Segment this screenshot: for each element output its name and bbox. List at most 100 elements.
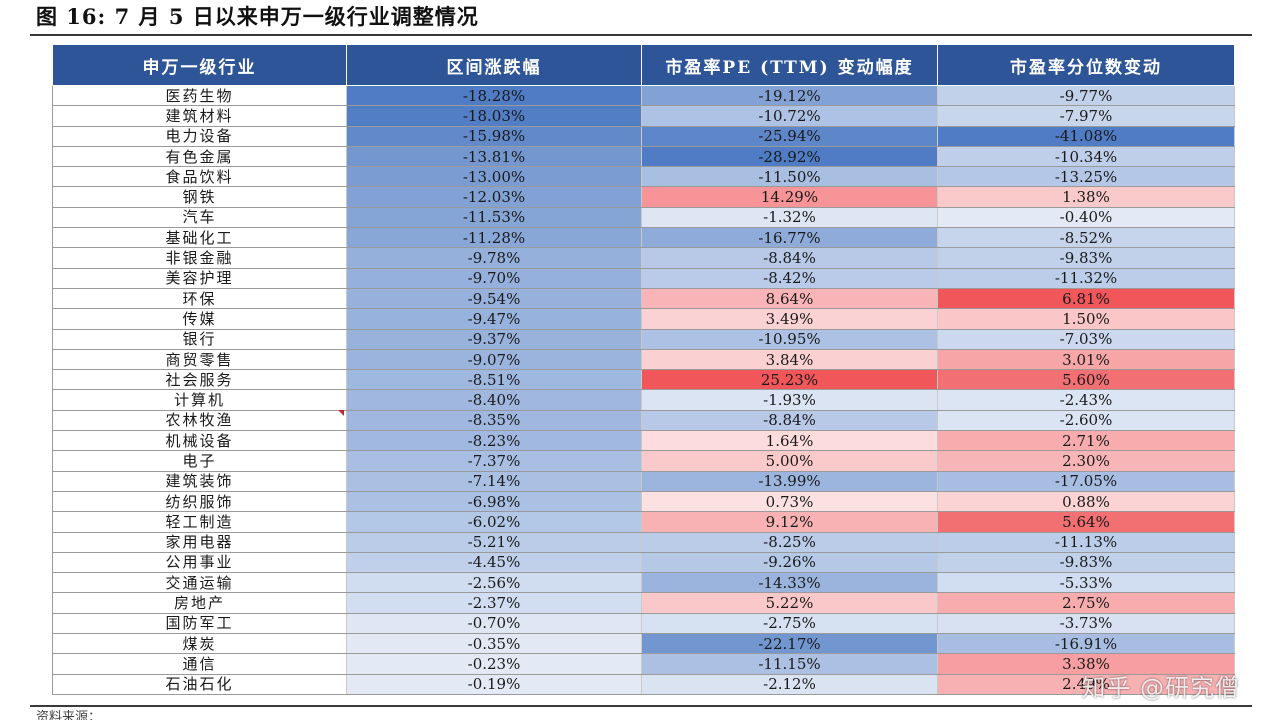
- pe-percentile-cell: 2.49%: [937, 674, 1235, 695]
- pe-change-cell: -1.93%: [641, 389, 938, 411]
- pe-change-cell: -16.77%: [641, 227, 938, 249]
- industry-cell: 房地产: [52, 592, 347, 614]
- industry-cell: 机械设备: [52, 430, 347, 452]
- pe-change-cell: -2.12%: [641, 674, 938, 695]
- pe-percentile-cell: 1.38%: [937, 186, 1235, 208]
- industry-cell: 公用事业: [52, 552, 347, 574]
- pe-percentile-cell: 2.30%: [937, 450, 1235, 472]
- range-change-cell: -7.14%: [346, 471, 642, 492]
- pe-percentile-cell: -7.03%: [937, 329, 1235, 350]
- header-pe-percentile-change: 市盈率分位数变动: [937, 44, 1235, 86]
- pe-change-cell: -25.94%: [641, 126, 938, 147]
- pe-percentile-cell: 3.01%: [937, 349, 1235, 371]
- pe-change-cell: -22.17%: [641, 633, 938, 655]
- pe-percentile-cell: -8.52%: [937, 227, 1235, 249]
- range-change-cell: -9.54%: [346, 288, 642, 310]
- table-row: 计算机 -8.40% -1.93% -2.43%: [52, 389, 1235, 411]
- pe-percentile-cell: -11.32%: [937, 268, 1235, 289]
- pe-percentile-cell: -2.60%: [937, 410, 1235, 432]
- range-change-cell: -11.28%: [346, 227, 642, 249]
- pe-change-cell: -13.99%: [641, 471, 938, 492]
- range-change-cell: -11.53%: [346, 207, 642, 229]
- pe-change-cell: 25.23%: [641, 369, 938, 391]
- range-change-cell: -0.70%: [346, 613, 642, 635]
- industry-cell: 建筑材料: [52, 105, 347, 127]
- title-divider: [30, 34, 1252, 36]
- pe-change-cell: -8.84%: [641, 410, 938, 432]
- industry-cell: 建筑装饰: [52, 471, 347, 492]
- table-row: 建筑材料 -18.03% -10.72% -7.97%: [52, 105, 1235, 127]
- pe-change-cell: -8.84%: [641, 247, 938, 269]
- pe-change-cell: 14.29%: [641, 186, 938, 208]
- range-change-cell: -8.35%: [346, 410, 642, 432]
- table-row: 银行 -9.37% -10.95% -7.03%: [52, 329, 1235, 350]
- pe-change-cell: 8.64%: [641, 288, 938, 310]
- table-row: 电子 -7.37% 5.00% 2.30%: [52, 450, 1235, 472]
- industry-cell: 国防军工: [52, 613, 347, 635]
- industry-cell: 美容护理: [52, 268, 347, 289]
- table-row: 传媒 -9.47% 3.49% 1.50%: [52, 308, 1235, 330]
- range-change-cell: -9.70%: [346, 268, 642, 289]
- table-row: 有色金属 -13.81% -28.92% -10.34%: [52, 146, 1235, 168]
- pe-change-cell: 0.73%: [641, 491, 938, 513]
- table-row: 非银金融 -9.78% -8.84% -9.83%: [52, 247, 1235, 269]
- industry-cell: 汽车: [52, 207, 347, 229]
- pe-percentile-cell: 1.50%: [937, 308, 1235, 330]
- pe-change-cell: 3.49%: [641, 308, 938, 330]
- industry-cell: 纺织服饰: [52, 491, 347, 513]
- industry-cell: 轻工制造: [52, 511, 347, 533]
- range-change-cell: -9.37%: [346, 329, 642, 350]
- pe-percentile-cell: -5.33%: [937, 572, 1235, 594]
- industry-cell: 家用电器: [52, 532, 347, 553]
- range-change-cell: -9.47%: [346, 308, 642, 330]
- table-row: 农林牧渔 -8.35% -8.84% -2.60%: [52, 410, 1235, 432]
- range-change-cell: -18.03%: [346, 105, 642, 127]
- table-header-row: 申万一级行业 区间涨跌幅 市盈率PE (TTM) 变动幅度 市盈率分位数变动: [52, 44, 1235, 86]
- industry-cell: 有色金属: [52, 146, 347, 168]
- pe-percentile-cell: 5.60%: [937, 369, 1235, 391]
- pe-change-cell: -9.26%: [641, 552, 938, 574]
- table-row: 石油石化 -0.19% -2.12% 2.49%: [52, 674, 1235, 695]
- pe-percentile-cell: -9.83%: [937, 552, 1235, 574]
- pe-change-cell: -2.75%: [641, 613, 938, 635]
- pe-percentile-cell: -2.43%: [937, 389, 1235, 411]
- pe-percentile-cell: -11.13%: [937, 532, 1235, 553]
- industry-cell: 计算机: [52, 389, 347, 411]
- pe-percentile-cell: 5.64%: [937, 511, 1235, 533]
- figure-title: 图 16: 7 月 5 日以来申万一级行业调整情况: [36, 4, 479, 29]
- pe-change-cell: 3.84%: [641, 349, 938, 371]
- range-change-cell: -18.28%: [346, 85, 642, 107]
- pe-change-cell: -14.33%: [641, 572, 938, 594]
- pe-change-cell: -10.72%: [641, 105, 938, 127]
- range-change-cell: -8.51%: [346, 369, 642, 391]
- range-change-cell: -6.98%: [346, 491, 642, 513]
- range-change-cell: -8.40%: [346, 389, 642, 411]
- industry-cell: 基础化工: [52, 227, 347, 249]
- pe-percentile-cell: -13.25%: [937, 166, 1235, 188]
- bottom-divider: [30, 705, 1252, 707]
- table-row: 公用事业 -4.45% -9.26% -9.83%: [52, 552, 1235, 574]
- industry-cell: 医药生物: [52, 85, 347, 107]
- industry-cell: 传媒: [52, 308, 347, 330]
- table-row: 家用电器 -5.21% -8.25% -11.13%: [52, 532, 1235, 553]
- table-row: 电力设备 -15.98% -25.94% -41.08%: [52, 126, 1235, 147]
- range-change-cell: -7.37%: [346, 450, 642, 472]
- table-row: 轻工制造 -6.02% 9.12% 5.64%: [52, 511, 1235, 533]
- pe-change-cell: 5.22%: [641, 592, 938, 614]
- industry-cell: 交通运输: [52, 572, 347, 594]
- table-row: 环保 -9.54% 8.64% 6.81%: [52, 288, 1235, 310]
- pe-change-cell: -19.12%: [641, 85, 938, 107]
- table-body: 医药生物 -18.28% -19.12% -9.77% 建筑材料 -18.03% -10.7…: [52, 85, 1235, 695]
- pe-change-cell: -1.32%: [641, 207, 938, 229]
- range-change-cell: -9.78%: [346, 247, 642, 269]
- table-row: 煤炭 -0.35% -22.17% -16.91%: [52, 633, 1235, 655]
- pe-change-cell: 1.64%: [641, 430, 938, 452]
- pe-change-cell: -8.25%: [641, 532, 938, 553]
- pe-percentile-cell: 6.81%: [937, 288, 1235, 310]
- range-change-cell: -0.23%: [346, 653, 642, 675]
- watermark: 知乎 @研究僧: [1081, 674, 1240, 702]
- industry-cell: 食品饮料: [52, 166, 347, 188]
- header-pe-change: 市盈率PE (TTM) 变动幅度: [641, 44, 938, 86]
- industry-cell: 通信: [52, 653, 347, 675]
- table-row: 钢铁 -12.03% 14.29% 1.38%: [52, 186, 1235, 208]
